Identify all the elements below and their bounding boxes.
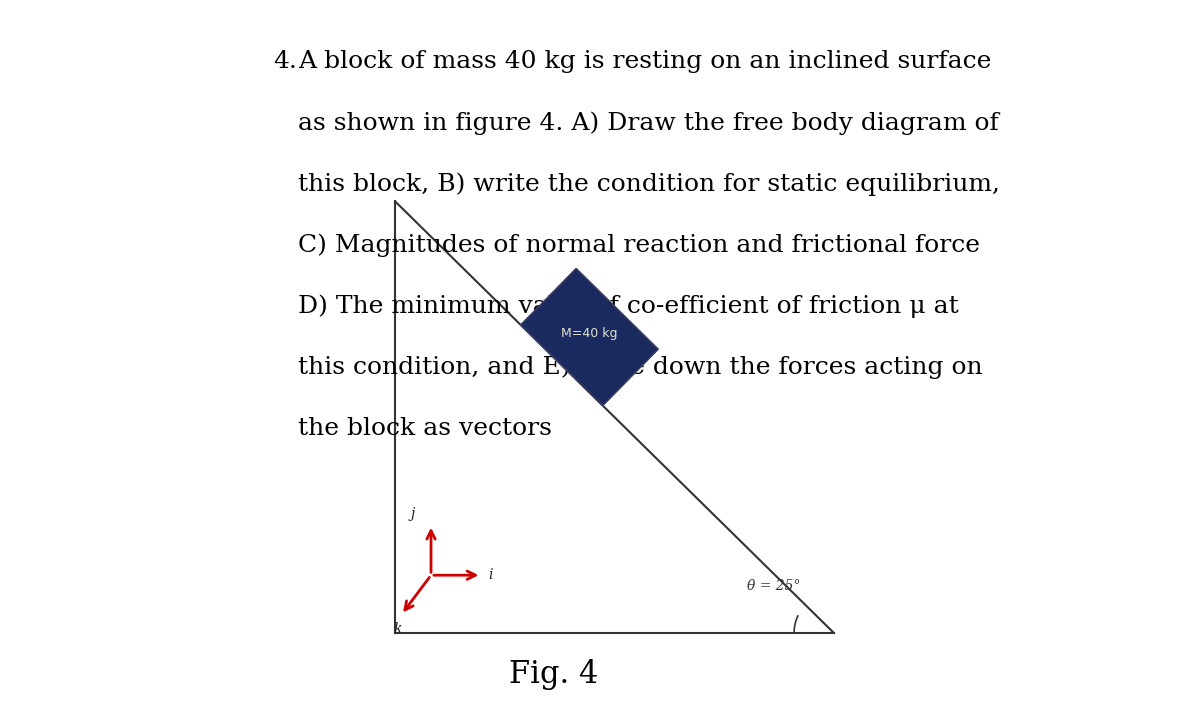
Text: A block of mass 40 kg is resting on an inclined surface: A block of mass 40 kg is resting on an i… bbox=[298, 50, 991, 73]
Text: θ = 25°: θ = 25° bbox=[748, 580, 800, 593]
Polygon shape bbox=[521, 268, 658, 406]
Text: k: k bbox=[394, 622, 402, 636]
Text: i: i bbox=[488, 568, 493, 582]
Text: D) The minimum value of co-efficient of friction μ at: D) The minimum value of co-efficient of … bbox=[298, 295, 959, 319]
Text: C) Magnitudes of normal reaction and frictional force: C) Magnitudes of normal reaction and fri… bbox=[298, 234, 980, 257]
Text: Fig. 4: Fig. 4 bbox=[509, 659, 598, 690]
Text: 4.: 4. bbox=[272, 50, 296, 73]
Text: as shown in figure 4. A) Draw the free body diagram of: as shown in figure 4. A) Draw the free b… bbox=[298, 111, 998, 135]
Text: j: j bbox=[410, 508, 415, 521]
Text: the block as vectors: the block as vectors bbox=[298, 417, 552, 440]
Text: this condition, and E) write down the forces acting on: this condition, and E) write down the fo… bbox=[298, 356, 983, 380]
Text: M=40 kg: M=40 kg bbox=[562, 327, 618, 340]
Text: this block, B) write the condition for static equilibrium,: this block, B) write the condition for s… bbox=[298, 173, 1000, 196]
